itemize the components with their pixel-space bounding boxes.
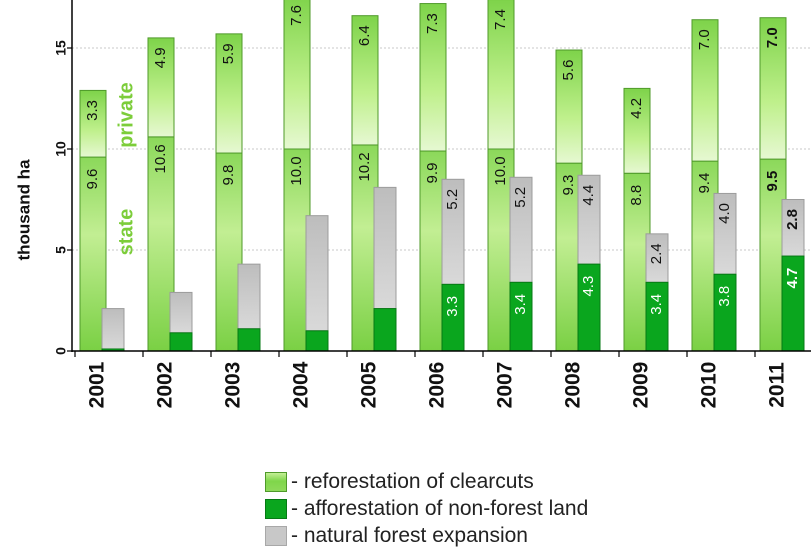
data-label-state: 8.8 xyxy=(628,185,645,206)
data-label-state: 10.6 xyxy=(152,144,169,173)
y-tick-label: 10 xyxy=(53,141,69,157)
x-tick-label: 2011 xyxy=(766,362,789,408)
bar-reforestation-private xyxy=(419,3,447,152)
legend-label-afforestation: - afforestation of non-forest land xyxy=(291,496,589,520)
bar-reforestation-private xyxy=(283,0,311,150)
legend-label-natural-expansion: - natural forest expansion xyxy=(291,523,528,547)
bar-reforestation-private xyxy=(759,17,787,160)
data-label-private: 7.6 xyxy=(288,5,305,26)
annotation-state: state xyxy=(115,209,137,256)
bar-reforestation-private xyxy=(147,37,175,138)
legend-item-reforestation: - reforestation of clearcuts xyxy=(265,468,588,495)
chart-plot: 0 5 10 15 thousand ha 2001 2002 2003 2004 2005 200… xyxy=(14,0,811,409)
x-tick-label: 2007 xyxy=(494,362,517,409)
legend-swatch-natural-expansion xyxy=(265,525,287,546)
y-tick-label: 5 xyxy=(53,246,69,254)
data-label-state: 9.6 xyxy=(84,169,101,190)
bar-afforestation xyxy=(305,330,329,352)
data-label-state: 9.5 xyxy=(764,171,781,192)
data-label-state: 9.3 xyxy=(560,175,577,196)
bar-natural-expansion xyxy=(305,215,329,332)
data-label-afforestation: 3.4 xyxy=(512,294,529,315)
data-label-afforestation: 4.3 xyxy=(580,276,597,297)
data-label-private: 7.0 xyxy=(696,29,713,50)
data-label-private: 4.2 xyxy=(628,98,645,119)
data-label-afforestation: 3.8 xyxy=(716,286,733,307)
bar-natural-expansion xyxy=(373,186,397,310)
bar-natural-expansion xyxy=(101,308,125,350)
x-tick-label: 2001 xyxy=(86,361,109,408)
bar-reforestation-private xyxy=(555,49,583,164)
legend-swatch-afforestation xyxy=(265,498,287,519)
data-label-private: 6.4 xyxy=(356,25,373,46)
x-tick-label: 2004 xyxy=(290,361,313,408)
bar-reforestation-private xyxy=(691,19,719,162)
data-label-private: 4.9 xyxy=(152,47,169,68)
bar-reforestation-private xyxy=(623,87,651,174)
bar-afforestation xyxy=(373,308,397,352)
data-label-state: 10.2 xyxy=(356,152,373,181)
data-label-state: 9.8 xyxy=(220,165,237,186)
legend-item-natural-expansion: - natural forest expansion xyxy=(265,522,588,549)
y-axis-title: thousand ha xyxy=(14,159,33,261)
x-tick-label: 2008 xyxy=(562,361,585,408)
data-label-afforestation: 4.7 xyxy=(784,268,801,289)
bar-reforestation-private xyxy=(487,0,515,150)
bar-afforestation xyxy=(509,281,533,352)
legend-item-afforestation: - afforestation of non-forest land xyxy=(265,495,588,522)
data-label-afforestation: 3.3 xyxy=(444,296,461,317)
data-label-natural: 4.4 xyxy=(580,185,597,206)
data-label-state: 9.4 xyxy=(696,173,713,194)
legend-swatch-reforestation xyxy=(265,471,287,492)
x-tick-label: 2010 xyxy=(698,362,721,409)
data-label-natural: 5.2 xyxy=(444,189,461,210)
data-label-natural: 2.4 xyxy=(648,243,665,264)
x-tick-label: 2009 xyxy=(630,362,653,409)
data-label-private: 7.0 xyxy=(764,27,781,48)
x-tick-label: 2002 xyxy=(154,362,177,409)
data-label-private: 7.3 xyxy=(424,13,441,34)
legend-label-reforestation: - reforestation of clearcuts xyxy=(291,469,534,493)
data-label-private: 5.6 xyxy=(560,60,577,81)
y-tick-label: 0 xyxy=(53,347,69,355)
data-label-private: 7.4 xyxy=(492,9,509,30)
data-label-private: 3.3 xyxy=(84,100,101,121)
bar-natural-expansion xyxy=(169,291,193,334)
legend: - reforestation of clearcuts - afforesta… xyxy=(265,468,588,549)
bar-afforestation xyxy=(169,332,193,352)
data-label-natural: 2.8 xyxy=(784,209,801,230)
bar-reforestation-private xyxy=(79,89,107,158)
x-tick-label: 2003 xyxy=(222,362,245,409)
data-label-natural: 5.2 xyxy=(512,187,529,208)
data-label-state: 10.0 xyxy=(288,156,305,185)
bar-afforestation xyxy=(645,281,669,352)
data-label-natural: 4.0 xyxy=(716,203,733,224)
bar-afforestation xyxy=(713,273,737,352)
x-tick-label: 2005 xyxy=(358,361,381,408)
y-tick-label: 15 xyxy=(53,40,69,56)
data-label-state: 9.9 xyxy=(424,163,441,184)
annotation-private: private xyxy=(115,82,137,148)
bar-reforestation-private xyxy=(215,33,243,154)
data-label-private: 5.9 xyxy=(220,43,237,64)
data-label-state: 10.0 xyxy=(492,156,509,185)
bar-reforestation-private xyxy=(351,15,379,146)
bar-natural-expansion xyxy=(237,263,261,330)
data-label-afforestation: 3.4 xyxy=(648,294,665,315)
bar-afforestation xyxy=(237,328,261,352)
x-tick-label: 2006 xyxy=(426,362,449,409)
